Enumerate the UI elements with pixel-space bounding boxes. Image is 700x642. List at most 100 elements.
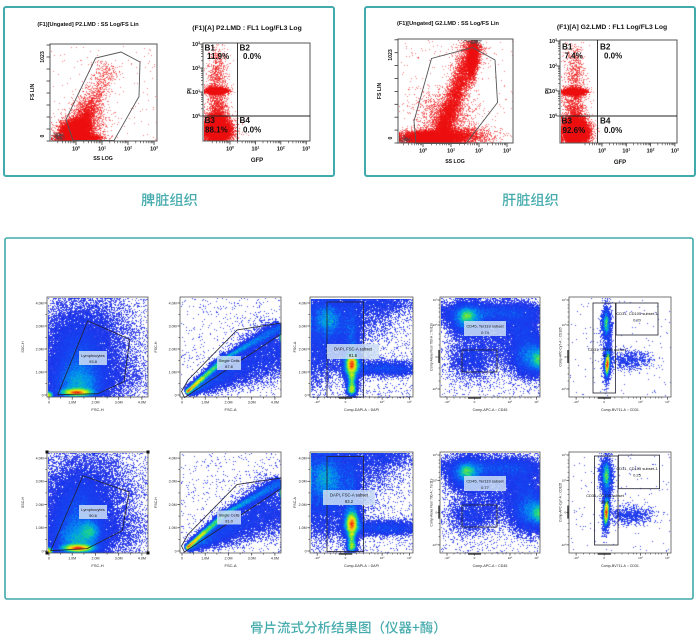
svg-text:-104: -104 <box>432 543 437 547</box>
svg-text:102: 102 <box>475 147 483 154</box>
svg-text:Comp-Alexa Fluor 700-A :: Ter1: Comp-Alexa Fluor 700-A :: Ter119 <box>430 323 434 371</box>
svg-text:7.4%: 7.4% <box>565 51 583 60</box>
svg-text:Comp-Alexa Fluor 700-A :: Ter1: Comp-Alexa Fluor 700-A :: Ter119 <box>430 478 434 526</box>
svg-text:FSC-H: FSC-H <box>154 341 158 352</box>
svg-text:0.0%: 0.0% <box>243 126 261 135</box>
svg-text:0: 0 <box>175 549 177 553</box>
svg-text:B1: B1 <box>562 43 573 52</box>
svg-text:2.0M: 2.0M <box>169 503 177 507</box>
svg-text:1.0M: 1.0M <box>68 557 76 561</box>
svg-text:102: 102 <box>277 145 285 152</box>
svg-text:4.0M: 4.0M <box>271 557 279 561</box>
svg-text:Comp-DAPI-A :: DAPI: Comp-DAPI-A :: DAPI <box>344 408 379 412</box>
svg-text:2.0M: 2.0M <box>225 557 233 561</box>
svg-text:FS LIN: FS LIN <box>377 83 383 100</box>
svg-text:0: 0 <box>564 355 566 359</box>
svg-text:0: 0 <box>175 393 177 397</box>
svg-text:0: 0 <box>48 557 50 561</box>
svg-text:3.0M: 3.0M <box>248 401 256 405</box>
svg-text:CD45, Ter119 subset: CD45, Ter119 subset <box>466 478 504 483</box>
svg-text:Comp-BV711-A :: CD31: Comp-BV711-A :: CD31 <box>601 408 639 412</box>
svg-text:1.0M: 1.0M <box>299 526 307 530</box>
svg-text:Lymphocytes: Lymphocytes <box>81 353 104 358</box>
svg-text:92.6%: 92.6% <box>563 126 586 135</box>
svg-text:B2: B2 <box>240 44 251 53</box>
svg-text:0: 0 <box>305 393 307 397</box>
svg-text:3.0M: 3.0M <box>36 324 44 328</box>
svg-text:103: 103 <box>150 145 158 152</box>
svg-text:B4: B4 <box>240 116 251 125</box>
svg-text:FSC-A: FSC-A <box>293 341 297 352</box>
svg-text:105: 105 <box>407 556 412 560</box>
svg-text:(F1)[Ungated] P2.LMD : SS Log/: (F1)[Ungated] P2.LMD : SS Log/FS Lin <box>37 22 139 28</box>
svg-text:101: 101 <box>622 147 630 154</box>
svg-text:2.0M: 2.0M <box>225 401 233 405</box>
svg-text:91.6: 91.6 <box>349 353 358 358</box>
svg-text:4.0M: 4.0M <box>299 301 307 305</box>
svg-text:0: 0 <box>564 511 566 515</box>
svg-text:4.0M: 4.0M <box>169 301 177 305</box>
svg-text:105: 105 <box>433 298 437 302</box>
svg-text:2.0M: 2.0M <box>36 347 44 351</box>
svg-text:0: 0 <box>42 393 44 397</box>
svg-text:-104: -104 <box>432 387 437 391</box>
svg-text:FSC-A: FSC-A <box>225 563 237 568</box>
svg-text:GFP: GFP <box>614 160 626 166</box>
svg-text:1.0M: 1.0M <box>169 370 177 374</box>
svg-text:104: 104 <box>380 400 385 404</box>
svg-text:105: 105 <box>665 556 670 560</box>
svg-text:101: 101 <box>251 145 259 152</box>
svg-text:101: 101 <box>549 88 557 95</box>
svg-text:FSC-A: FSC-A <box>293 497 297 508</box>
svg-text:FS LIN: FS LIN <box>30 84 36 101</box>
svg-text:104: 104 <box>433 323 437 327</box>
svg-text:1.0M: 1.0M <box>68 401 76 405</box>
svg-text:DAPI, FSC-A subset: DAPI, FSC-A subset <box>334 346 373 351</box>
svg-text:4.0M: 4.0M <box>36 301 44 305</box>
svg-text:104: 104 <box>562 323 566 327</box>
svg-text:104: 104 <box>562 478 566 482</box>
svg-text:0: 0 <box>181 401 183 405</box>
svg-text:101: 101 <box>98 145 106 152</box>
svg-text:CD45, Ter119 subset: CD45, Ter119 subset <box>466 323 504 328</box>
svg-text:0.77: 0.77 <box>481 485 490 490</box>
svg-text:102: 102 <box>647 147 655 154</box>
svg-text:105: 105 <box>534 400 539 404</box>
svg-text:100: 100 <box>72 145 80 152</box>
svg-text:93.8: 93.8 <box>89 359 98 364</box>
svg-text:-104: -104 <box>573 556 579 560</box>
svg-text:CD31, CD105 subset-1: CD31, CD105 subset-1 <box>616 466 658 471</box>
svg-text:88.9: 88.9 <box>601 500 610 505</box>
svg-text:104: 104 <box>508 400 513 404</box>
svg-text:Lymphocytes: Lymphocytes <box>81 507 104 512</box>
svg-text:2.0M: 2.0M <box>92 557 100 561</box>
svg-text:FSC-H: FSC-H <box>91 407 103 412</box>
svg-text:-104: -104 <box>573 400 579 404</box>
svg-text:88.1%: 88.1% <box>205 126 228 135</box>
svg-text:102: 102 <box>124 145 132 152</box>
svg-text:DAPI, FSC-A subset: DAPI, FSC-A subset <box>330 492 369 497</box>
svg-text:1.0M: 1.0M <box>36 526 44 530</box>
svg-text:100: 100 <box>549 113 557 120</box>
svg-text:0: 0 <box>48 401 50 405</box>
svg-text:1.0M: 1.0M <box>201 401 209 405</box>
svg-text:105: 105 <box>665 400 670 404</box>
svg-text:B3: B3 <box>562 117 573 126</box>
svg-text:SSC-H: SSC-H <box>21 497 25 509</box>
svg-text:103: 103 <box>549 38 557 45</box>
svg-text:CD31, CD105 subset: CD31, CD105 subset <box>588 347 627 352</box>
svg-text:0.25: 0.25 <box>633 473 642 478</box>
svg-text:2.0M: 2.0M <box>36 503 44 507</box>
svg-text:104: 104 <box>433 478 437 482</box>
svg-text:2.0M: 2.0M <box>169 347 177 351</box>
svg-text:(F1)[Ungated] G2.LMD : SS Log/: (F1)[Ungated] G2.LMD : SS Log/FS Lin <box>397 21 500 27</box>
svg-text:1.0M: 1.0M <box>201 557 209 561</box>
svg-text:(F1)[A] G2.LMD : FL1 Log/FL3 L: (F1)[A] G2.LMD : FL1 Log/FL3 Log <box>557 24 667 31</box>
svg-text:Comp-DAPI-A :: DAPI: Comp-DAPI-A :: DAPI <box>344 564 379 568</box>
svg-text:0.20: 0.20 <box>633 318 642 323</box>
svg-text:(F1)[A] P2.LMD : FL1 Log/FL3 L: (F1)[A] P2.LMD : FL1 Log/FL3 Log <box>192 25 302 32</box>
svg-text:3.0M: 3.0M <box>248 557 256 561</box>
svg-text:SS LOG: SS LOG <box>93 156 113 162</box>
svg-text:105: 105 <box>534 556 539 560</box>
svg-text:3.0M: 3.0M <box>169 324 177 328</box>
